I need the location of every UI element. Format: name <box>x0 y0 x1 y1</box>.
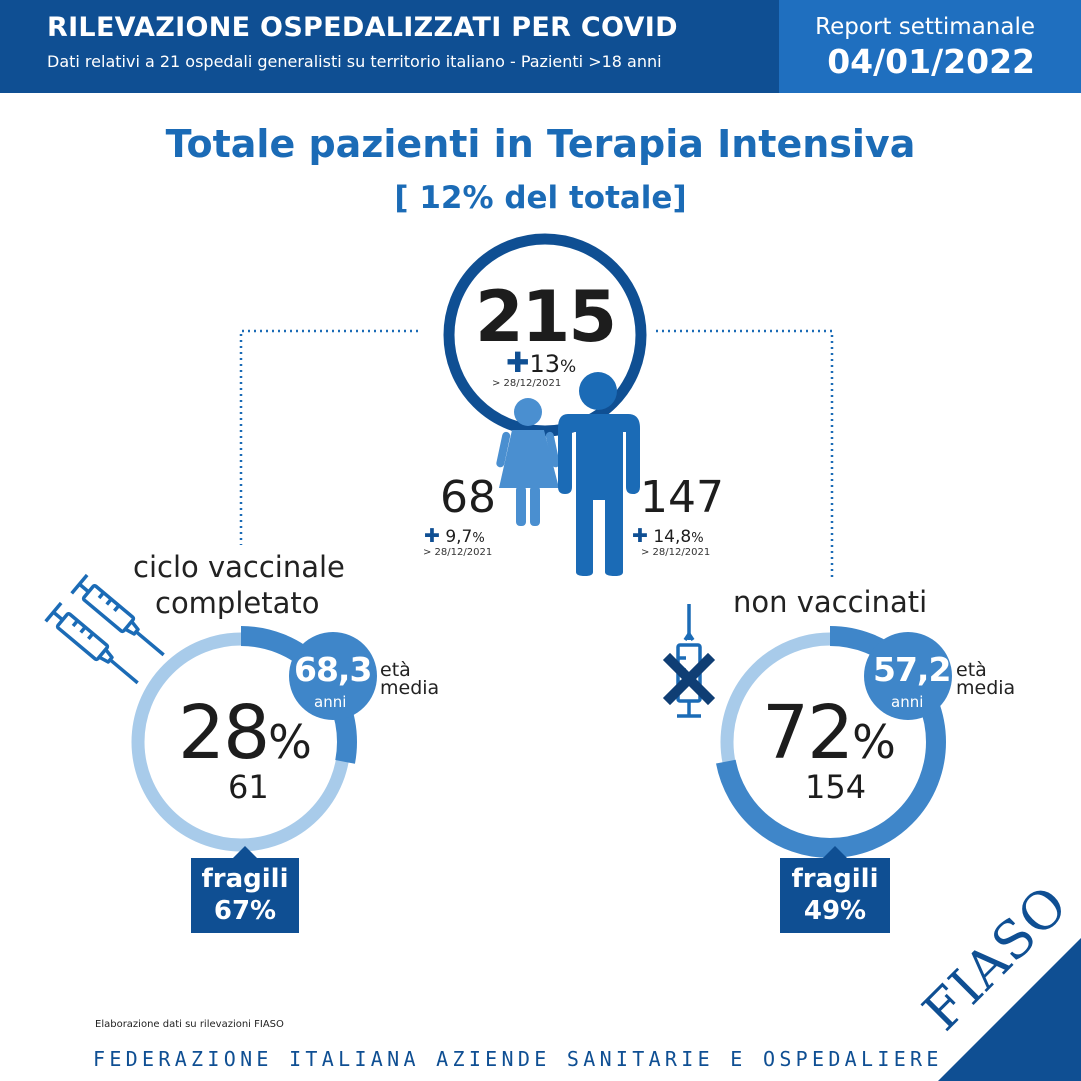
women-change-value: 9,7 <box>439 527 473 547</box>
unvaccinated-frail-label: fragili <box>791 864 879 894</box>
men-change-pct: % <box>691 531 704 546</box>
vaccinated-percent: 28% <box>178 690 312 776</box>
total-change-value: 13 <box>529 350 561 378</box>
syringe-icon <box>70 573 165 657</box>
vaccinated-age-caption-1: età <box>380 659 411 681</box>
unvaccinated-label: non vaccinati <box>733 585 928 619</box>
page-subtitle: [ 12% del totale] <box>394 180 687 216</box>
men-change: ✚ 14,8% <box>632 525 704 547</box>
woman-figure-icon <box>496 398 560 526</box>
header-title: RILEVAZIONE OSPEDALIZZATI PER COVID <box>47 12 678 43</box>
unvaccinated-count: 154 <box>805 768 867 806</box>
plus-icon: ✚ <box>506 346 530 379</box>
total-change-reference: > 28/12/2021 <box>492 378 562 389</box>
vaccinated-frail-box: fragili 67% <box>191 858 299 933</box>
man-figure-icon <box>558 372 640 576</box>
right-connector <box>656 329 834 578</box>
logo-triangle <box>938 938 1081 1081</box>
unvaccinated-age-caption-1: età <box>956 659 987 681</box>
total-change-pct: % <box>560 357 577 377</box>
women-change-pct: % <box>472 531 485 546</box>
unvaccinated-frail-box: fragili 49% <box>780 858 890 933</box>
footer-organization-name: FEDERAZIONE ITALIANA AZIENDE SANITARIE E… <box>93 1047 943 1071</box>
header-subtitle: Dati relativi a 21 ospedali generalisti … <box>47 52 662 71</box>
unvaccinated-age-unit: anni <box>891 693 924 711</box>
women-value: 68 <box>440 472 496 523</box>
men-change-reference: > 28/12/2021 <box>641 547 711 558</box>
page-title: Totale pazienti in Terapia Intensiva <box>165 122 916 166</box>
crossed-syringe-icon <box>662 604 716 718</box>
report-label: Report settimanale <box>815 14 1035 40</box>
vax-age-badge <box>289 632 377 720</box>
women-change-reference: > 28/12/2021 <box>423 547 493 558</box>
plus-icon: ✚ <box>424 525 440 547</box>
vaccinated-frail-label: fragili <box>201 864 289 894</box>
unvaccinated-percent-value: 72 <box>762 690 854 776</box>
plus-icon: ✚ <box>632 525 648 547</box>
total-patients-value: 215 <box>474 276 617 358</box>
men-change-value: 14,8 <box>647 527 692 547</box>
women-change: ✚ 9,7% <box>424 525 485 547</box>
vaccinated-frail-value: 67% <box>213 896 277 926</box>
vax-ring-arc <box>125 626 357 858</box>
vaccinated-age-value: 68,3 <box>294 650 372 689</box>
syringe-icon <box>44 601 139 685</box>
footnote: Elaborazione dati su rilevazioni FIASO <box>95 1019 284 1030</box>
vaccinated-count: 61 <box>228 768 269 806</box>
unvaccinated-age-value: 57,2 <box>873 650 951 689</box>
vaccinated-percent-sign: % <box>268 715 312 769</box>
vaccinated-percent-value: 28 <box>178 690 270 776</box>
unvax-ring-arc <box>714 626 946 858</box>
header-report-panel <box>779 0 1081 93</box>
vax-frail-notch <box>233 846 257 858</box>
unvaccinated-percent-sign: % <box>852 715 896 769</box>
vaccinated-label-line1: ciclo vaccinale <box>133 550 345 584</box>
vaccinated-age-caption-2: media <box>380 677 440 699</box>
vaccinated-age-unit: anni <box>314 693 347 711</box>
unvax-frail-notch <box>823 846 847 858</box>
men-value: 147 <box>640 472 724 523</box>
total-change: ✚13% <box>506 346 576 379</box>
unvaccinated-age-caption-2: media <box>956 677 1016 699</box>
unvaccinated-percent: 72% <box>762 690 896 776</box>
unvaccinated-frail-value: 49% <box>803 896 867 926</box>
unvax-age-badge <box>864 632 952 720</box>
left-connector <box>239 329 418 545</box>
vaccinated-label-line2: completato <box>155 586 320 620</box>
report-date: 04/01/2022 <box>827 42 1035 81</box>
